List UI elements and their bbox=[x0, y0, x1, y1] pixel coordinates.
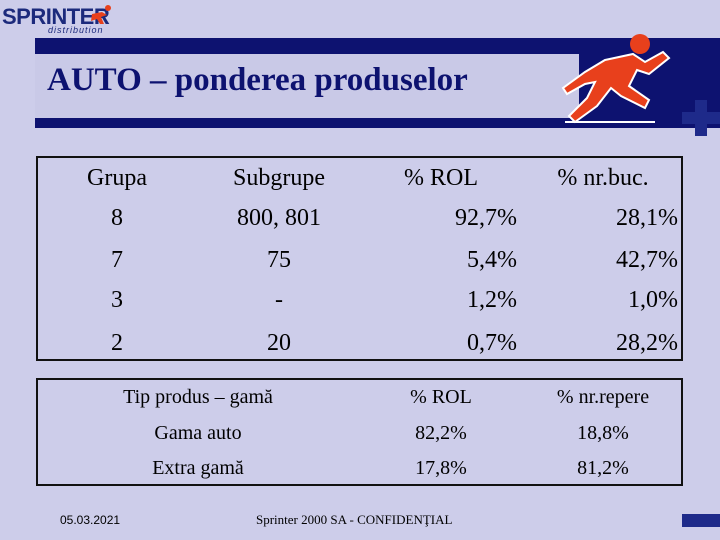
table-cell: 81,2% bbox=[577, 457, 629, 479]
header-subgrupe: Subgrupe bbox=[233, 165, 325, 191]
logo-runner-icon bbox=[91, 5, 111, 24]
title-box bbox=[35, 54, 579, 118]
table-cell: 20 bbox=[267, 330, 291, 356]
table-cell: 82,2% bbox=[415, 422, 467, 444]
plus-icon bbox=[682, 100, 720, 136]
table-cell: 1,2% bbox=[467, 287, 517, 313]
table-cell: 800, 801 bbox=[237, 205, 321, 231]
table-cell: 18,8% bbox=[577, 422, 629, 444]
footer-confidential: Sprinter 2000 SA - CONFIDENŢIAL bbox=[256, 512, 453, 527]
table-cell: 17,8% bbox=[415, 457, 467, 479]
header-nr-buc: % nr.buc. bbox=[557, 165, 649, 191]
logo-sub-text: distribution bbox=[48, 25, 104, 35]
footer-bar bbox=[682, 514, 720, 527]
header-grupa: Grupa bbox=[87, 165, 147, 191]
table-cell: 28,1% bbox=[616, 205, 678, 231]
table-cell: 0,7% bbox=[467, 330, 517, 356]
table-cell: 3 bbox=[111, 287, 123, 313]
table-cell: 2 bbox=[111, 330, 123, 356]
table-cell: 92,7% bbox=[455, 205, 517, 231]
table-cell: 1,0% bbox=[628, 287, 678, 313]
runner-logo-icon bbox=[561, 34, 671, 124]
product-groups-table bbox=[36, 156, 683, 361]
table-cell: 5,4% bbox=[467, 247, 517, 273]
table-cell: Gama auto bbox=[154, 422, 242, 444]
header-tip-produs: Tip produs – gamă bbox=[123, 386, 273, 408]
table-cell: 42,7% bbox=[616, 247, 678, 273]
header-rol: % ROL bbox=[404, 165, 478, 191]
page-title: AUTO – ponderea produselor bbox=[47, 62, 468, 98]
table-cell: 28,2% bbox=[616, 330, 678, 356]
header-nr-repere: % nr.repere bbox=[556, 386, 650, 408]
table-cell: 7 bbox=[111, 247, 123, 273]
table-cell: Extra gamă bbox=[152, 457, 244, 479]
sprinter-logo: SPRINTER distribution bbox=[0, 0, 130, 40]
header-rol-2: % ROL bbox=[410, 386, 472, 408]
table-cell: 8 bbox=[111, 205, 123, 231]
table-cell: 75 bbox=[267, 247, 291, 273]
footer-date: 05.03.2021 bbox=[60, 513, 121, 527]
product-range-table bbox=[36, 378, 683, 486]
table-cell: - bbox=[275, 287, 283, 313]
